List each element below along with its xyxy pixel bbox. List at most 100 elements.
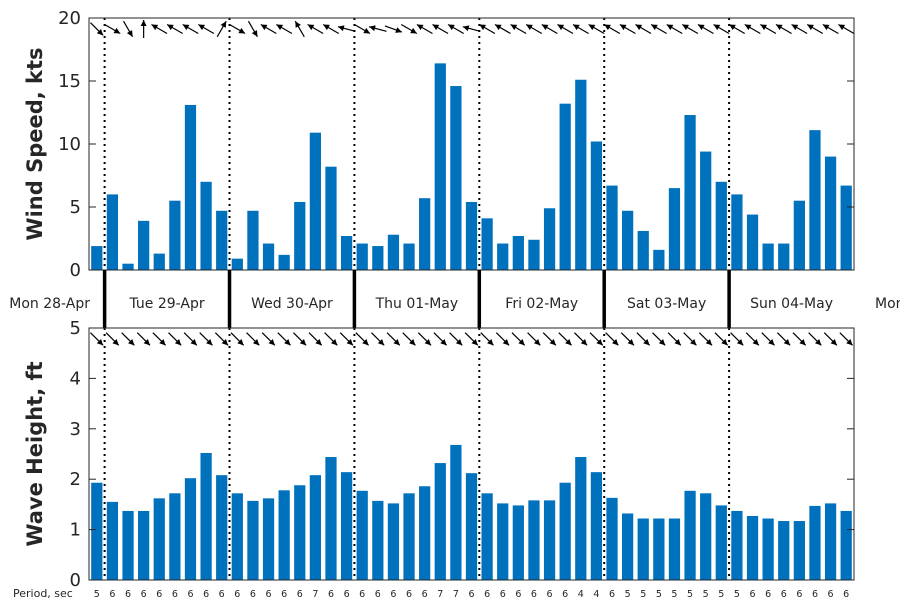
wave-height-arrow-head [330, 339, 338, 346]
wind-speed-arrow-head [96, 29, 104, 36]
wind-speed-direction-arrow [140, 20, 147, 38]
wave-height-bar [356, 490, 368, 580]
wind-speed-bar [793, 200, 805, 270]
wave-height-direction-arrow [761, 332, 775, 346]
wave-height-direction-arrow [542, 332, 557, 346]
period-value: 6 [547, 589, 553, 600]
wave-height-arrow-head [627, 339, 634, 346]
wave-height-bar [512, 505, 524, 580]
wind-speed-direction-arrow [104, 23, 121, 35]
wave-height-direction-arrow [776, 332, 791, 346]
wave-height-direction-arrow [355, 332, 370, 346]
wave-height-bar [465, 473, 478, 580]
wind-speed-arrow-head [666, 24, 674, 31]
wave-height-bar [778, 521, 790, 580]
wave-height-direction-arrow [433, 332, 448, 346]
period-value: 5 [734, 589, 740, 600]
day-band: Mon 28-Apr Tue 29-Apr Wed 30-Apr Thu 01-May… [9, 270, 900, 328]
wind-speed-direction-arrow [90, 22, 104, 36]
wind-speed-direction-arrow [681, 23, 699, 35]
wind-speed-direction-arrow [400, 23, 418, 35]
wind-speed-direction-arrow [384, 25, 403, 33]
wave-y-axis-label: Wave Height, ft [23, 361, 47, 546]
wave-height-arrow-head [674, 339, 681, 346]
wind-speed-bar [169, 200, 181, 270]
wind-speed-direction-arrow [166, 23, 183, 35]
wind-speed-arrow-head [395, 27, 402, 33]
wave-height-arrow-head [549, 339, 556, 346]
period-value: 6 [359, 589, 365, 600]
wave-height-arrow-head [190, 339, 197, 346]
wave-direction-arrows [90, 332, 853, 346]
period-value: 6 [781, 589, 787, 600]
wave-height-arrow-head [705, 339, 713, 346]
wind-speed-direction-arrow [557, 23, 574, 35]
wind-speed-direction-arrow [603, 23, 621, 35]
day-label: Mon 28-Apr [9, 296, 90, 312]
wave-height-arrow-head [315, 339, 322, 346]
wind-speed-bar [590, 141, 603, 270]
wave-height-direction-arrow [371, 332, 385, 346]
wind-speed-direction-arrow [588, 23, 605, 35]
wind-speed-direction-arrow [838, 23, 855, 35]
period-value: 6 [187, 589, 193, 600]
wind-speed-tick-label: 15 [58, 71, 81, 92]
wave-height-direction-arrow [714, 332, 729, 346]
wind-speed-arrow-head [822, 24, 830, 31]
wind-speed-bar [637, 230, 649, 270]
day-labels: Mon 28-Apr Tue 29-Apr Wed 30-Apr Thu 01-May… [9, 296, 900, 312]
wave-height-bar [122, 510, 134, 580]
wave-height-direction-arrow [230, 332, 245, 346]
wave-height-bar [824, 503, 837, 580]
wave-height-bar [715, 505, 727, 580]
wind-speed-direction-arrow [791, 23, 808, 35]
wind-speed-bar [309, 132, 321, 270]
wind-speed-direction-arrow [276, 23, 293, 35]
period-value: 5 [640, 589, 646, 600]
wave-height-bar [169, 493, 181, 580]
wave-height-direction-arrow [339, 332, 354, 346]
wind-direction-arrows [90, 20, 855, 38]
wind-speed-bar [684, 115, 696, 271]
wind-speed-arrow-head [151, 24, 159, 31]
wave-height-bar [184, 478, 197, 580]
wind-speed-bar [559, 103, 571, 271]
wave-height-bar [153, 498, 165, 580]
wind-speed-bar [325, 166, 337, 270]
wave-height-direction-arrow [105, 332, 120, 346]
wind-speed-arrow-head [126, 30, 133, 37]
period-value: 5 [703, 589, 709, 600]
wind-speed-arrow-head [337, 25, 345, 32]
wave-height-bar [543, 500, 556, 580]
wind-speed-bar [653, 249, 665, 270]
wind-speed-direction-arrow [650, 23, 667, 35]
wind-speed-arrow-head [541, 24, 549, 31]
period-value: 6 [156, 589, 162, 600]
wave-height-bar [216, 475, 228, 580]
wind-speed-direction-arrow [744, 23, 761, 35]
wind-speed-arrow-head [807, 24, 814, 31]
wind-speed-direction-arrow [541, 23, 558, 35]
wave-height-direction-arrow [308, 332, 323, 346]
period-value: 6 [406, 589, 412, 600]
period-value: 6 [125, 589, 131, 600]
wind-speed-direction-arrow [337, 25, 356, 32]
wind-speed-arrow-head [619, 24, 627, 31]
wave-height-direction-arrow [620, 332, 635, 346]
wind-speed-bar [294, 201, 306, 270]
wave-height-bar [419, 486, 431, 580]
period-value: 6 [141, 589, 147, 600]
wind-speed-arrow-head [572, 24, 580, 31]
wave-height-arrow-head [752, 339, 759, 346]
wave-height-bar [559, 482, 571, 580]
wind-speed-arrow-head [494, 24, 502, 31]
period-value: 6 [234, 589, 240, 600]
wave-height-direction-arrow [152, 332, 167, 346]
period-value: 6 [375, 589, 381, 600]
day-label: Sun 04-May [750, 296, 833, 312]
wave-height-tick-label: 1 [70, 520, 81, 541]
period-value: 7 [453, 589, 459, 600]
wind-speed-bar [106, 194, 119, 270]
